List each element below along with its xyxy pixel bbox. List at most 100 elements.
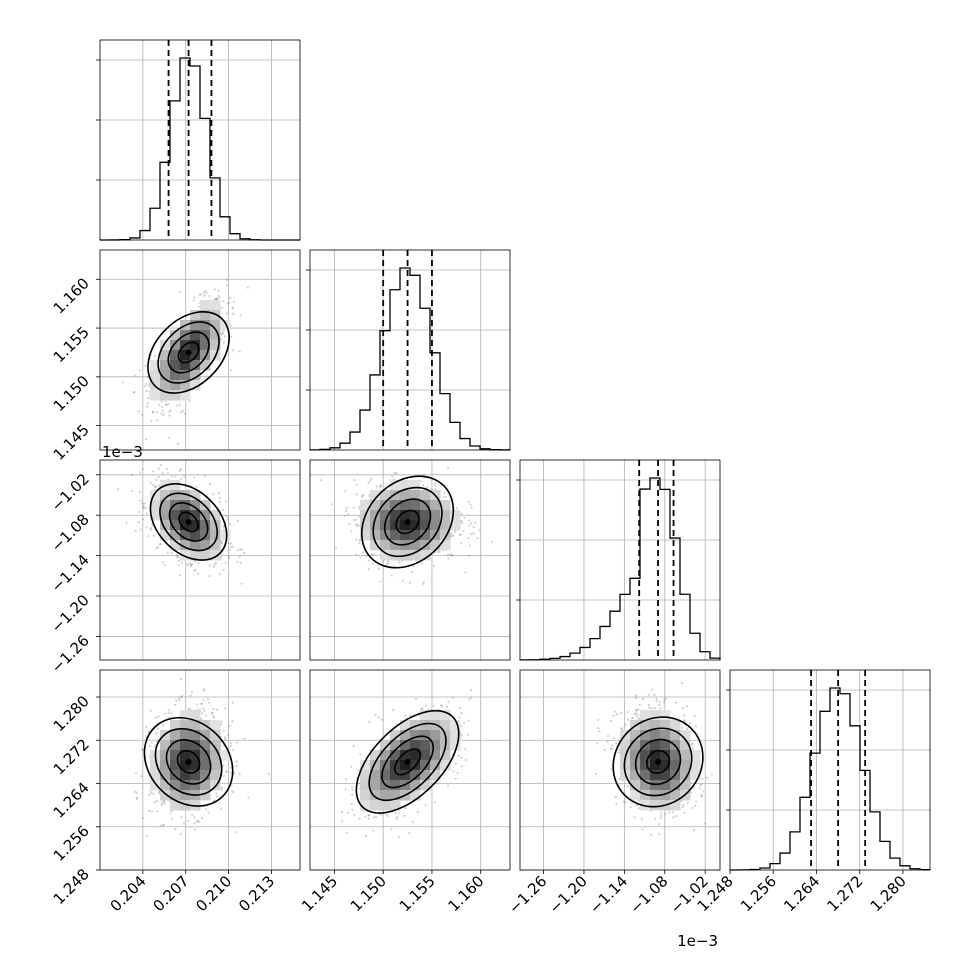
scatter-point: [230, 744, 233, 748]
scatter-point: [460, 765, 463, 768]
density-cell: [180, 370, 191, 381]
scatter-point: [146, 402, 149, 405]
scatter-point: [149, 792, 152, 795]
density-cell: [190, 720, 201, 731]
density-cell: [410, 510, 421, 521]
scatter-point: [682, 803, 685, 807]
scatter-point: [450, 534, 453, 538]
scatter-point: [235, 760, 238, 763]
scatter-point: [158, 543, 161, 546]
density-cell: [200, 340, 211, 351]
scatter-point: [620, 728, 624, 731]
density-cell: [660, 730, 671, 741]
density-cell: [370, 520, 381, 531]
density-cell: [160, 500, 171, 511]
contour-line: [143, 716, 234, 807]
scatter-point: [651, 688, 654, 691]
scatter-point: [355, 483, 359, 486]
scatter-point: [193, 816, 196, 819]
density-cell: [440, 530, 451, 541]
scatter-point: [224, 738, 227, 741]
density-cell: [180, 790, 191, 801]
scatter-point: [704, 822, 707, 825]
density-cell: [440, 520, 451, 531]
scatter-point: [641, 828, 644, 831]
scatter-point: [167, 471, 170, 474]
density-cell: [410, 490, 421, 501]
density-cell: [160, 530, 171, 541]
scatter-point: [140, 775, 143, 778]
scatter-point: [142, 507, 145, 510]
scatter-point: [170, 552, 173, 555]
scatter-point: [612, 714, 615, 717]
scatter-point: [633, 713, 636, 716]
panel-content: [595, 681, 714, 836]
scatter-point: [391, 709, 395, 712]
scatter-point: [220, 306, 223, 309]
scatter-point: [208, 574, 211, 578]
scatter-point: [596, 742, 599, 745]
scatter-point: [467, 554, 470, 557]
density-cell: [650, 750, 661, 761]
scatter-point: [176, 556, 179, 559]
scatter-point: [368, 479, 372, 482]
density-panel: [319, 466, 494, 585]
scatter-point: [160, 802, 163, 805]
y-tick-label: −1.14: [48, 551, 93, 596]
scatter-point: [468, 698, 471, 701]
density-cell: [400, 510, 411, 521]
density-cell: [150, 500, 161, 511]
scatter-point: [224, 561, 228, 565]
density-cell: [170, 750, 181, 761]
scatter-point: [232, 349, 235, 352]
density-cell: [620, 760, 631, 771]
scatter-point: [694, 725, 698, 728]
density-cell: [390, 730, 401, 741]
scatter-point: [685, 727, 689, 730]
scatter-point: [215, 792, 218, 795]
density-cell: [370, 540, 381, 551]
density-cell: [170, 800, 181, 811]
scatter-point: [664, 812, 667, 815]
scatter-point: [220, 541, 223, 544]
density-cell: [420, 780, 431, 791]
density-cell: [180, 520, 191, 531]
scatter-point: [414, 697, 418, 701]
density-cell: [170, 720, 181, 731]
scatter-point: [403, 814, 406, 817]
scatter-point: [447, 701, 450, 704]
scatter-point: [225, 278, 228, 281]
scatter-point: [145, 389, 148, 393]
scatter-point: [163, 712, 166, 715]
scatter-point: [447, 784, 450, 787]
scatter-point: [387, 815, 390, 818]
scatter-point: [357, 524, 360, 527]
scatter-point: [626, 718, 630, 721]
density-cell: [180, 780, 191, 791]
scatter-point: [155, 800, 159, 803]
density-cell: [160, 380, 171, 391]
density-cell: [660, 770, 671, 781]
scatter-point: [228, 301, 231, 305]
density-cell: [670, 790, 681, 801]
scatter-point: [190, 565, 193, 568]
scatter-point: [176, 555, 180, 558]
scatter-point: [220, 720, 223, 723]
scatter-point: [343, 514, 346, 517]
density-cell: [190, 320, 201, 331]
x-tick-label: −1.26: [505, 872, 550, 917]
scatter-point: [374, 713, 377, 716]
density-cell: [680, 780, 691, 791]
panel-frame: [99, 249, 301, 451]
density-cell: [410, 750, 421, 761]
density-cell: [180, 730, 191, 741]
scatter-point: [710, 773, 714, 776]
density-cell: [630, 730, 641, 741]
scatter-point: [472, 532, 475, 535]
scatter-point: [162, 823, 165, 826]
density-cell: [180, 760, 191, 771]
contour-line: [147, 311, 230, 394]
density-cell: [390, 540, 401, 551]
scatter-point: [135, 791, 138, 794]
scatter-point: [149, 527, 153, 530]
